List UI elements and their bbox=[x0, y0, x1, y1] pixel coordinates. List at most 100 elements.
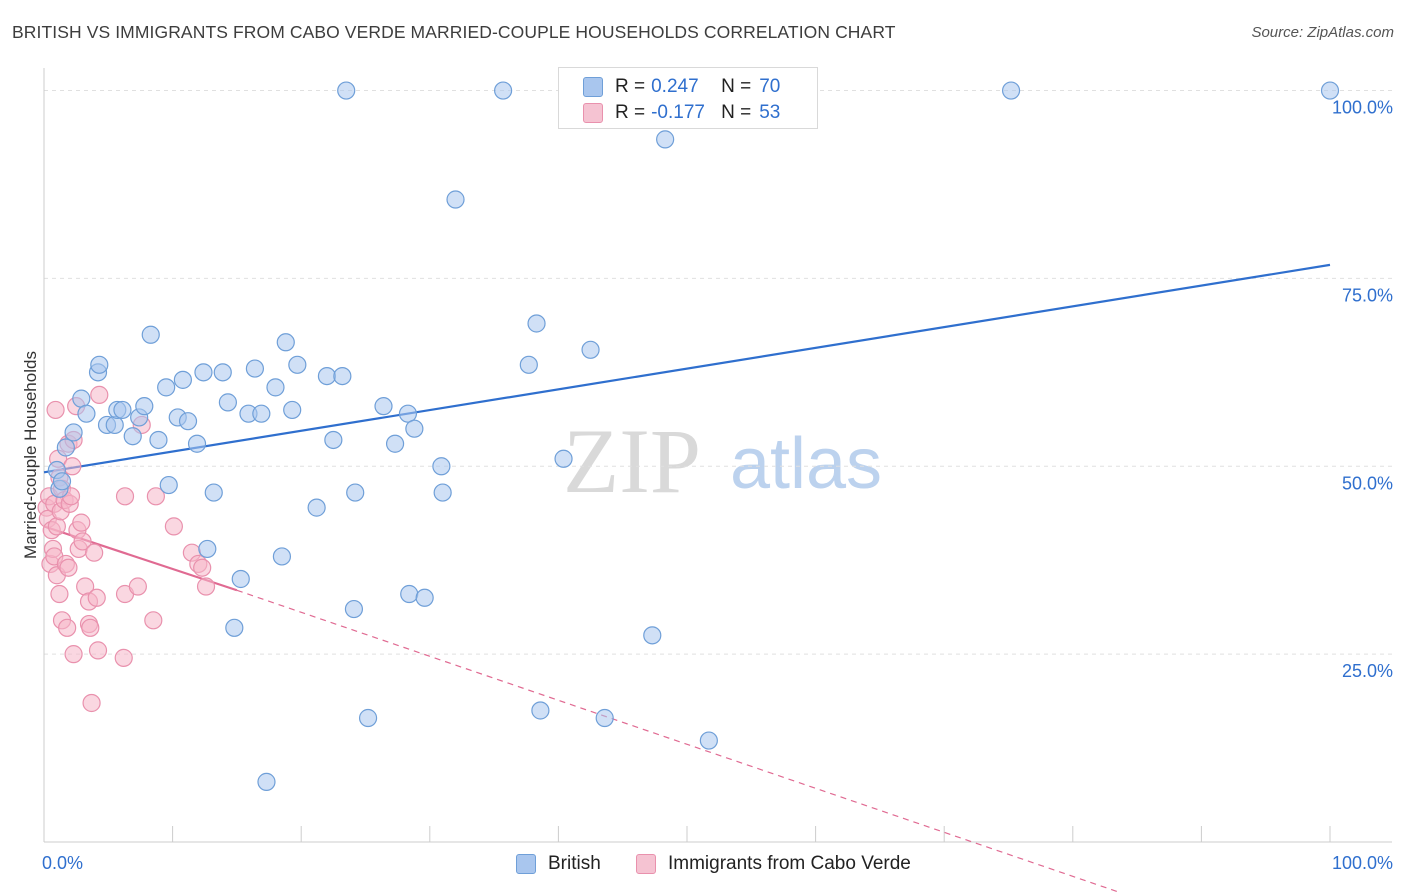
cabo-verde-point bbox=[64, 645, 83, 664]
british-point bbox=[56, 438, 75, 457]
british-point bbox=[245, 359, 265, 378]
cabo-verde-point bbox=[196, 577, 216, 596]
british-point bbox=[405, 419, 424, 438]
british-point bbox=[317, 366, 337, 386]
british-point bbox=[52, 472, 72, 491]
british-point bbox=[324, 430, 343, 450]
british-point bbox=[433, 483, 452, 502]
british-point bbox=[113, 400, 132, 420]
british-point bbox=[141, 325, 160, 344]
cabo-verde-point bbox=[72, 513, 91, 532]
cabo-verde-point bbox=[50, 584, 69, 604]
british-point bbox=[187, 434, 207, 453]
cabo-verde-point bbox=[146, 487, 165, 506]
cabo-verde-point bbox=[90, 385, 109, 404]
cabo-verde-point bbox=[73, 532, 92, 551]
cabo-verde-point bbox=[164, 517, 183, 536]
british-point bbox=[64, 423, 83, 442]
british-point bbox=[77, 404, 96, 423]
british-point bbox=[527, 314, 546, 333]
british-point bbox=[415, 588, 434, 607]
british-point bbox=[346, 483, 365, 502]
british-point bbox=[1320, 81, 1340, 100]
british-point bbox=[272, 547, 292, 566]
x-tick-label-min: 0.0% bbox=[42, 853, 83, 873]
british-point bbox=[157, 378, 176, 397]
cabo-verde-point bbox=[59, 558, 78, 577]
watermark-zip: ZIP bbox=[563, 410, 701, 512]
cabo-verde-point bbox=[82, 693, 101, 713]
british-point bbox=[337, 81, 356, 100]
british-point bbox=[194, 363, 213, 382]
cabo-verde-point bbox=[87, 588, 106, 607]
british-point bbox=[105, 415, 124, 435]
british-n-value: 70 bbox=[759, 76, 781, 97]
british-r-label: R = bbox=[615, 76, 646, 97]
british-point bbox=[519, 355, 538, 374]
british-point bbox=[266, 378, 285, 397]
x-tick-label-max: 100.0% bbox=[1332, 853, 1393, 873]
british-point bbox=[90, 355, 109, 374]
british-point bbox=[1001, 81, 1021, 100]
cabo-verde-point bbox=[193, 558, 212, 577]
british-point bbox=[257, 772, 276, 791]
british-point bbox=[225, 618, 244, 637]
cabo-r-value: -0.177 bbox=[651, 102, 705, 123]
british-point bbox=[398, 404, 418, 423]
cabo-verde-point bbox=[114, 648, 133, 667]
british-point bbox=[581, 340, 600, 359]
cabo-verde-point bbox=[128, 577, 147, 596]
chart-title: BRITISH VS IMMIGRANTS FROM CABO VERDE MA… bbox=[12, 22, 896, 42]
cabo-trend-line-extension bbox=[236, 589, 1121, 892]
british-point bbox=[173, 370, 192, 389]
british-point bbox=[123, 427, 142, 446]
british-r-value: 0.247 bbox=[651, 76, 699, 97]
british-point bbox=[231, 569, 250, 589]
british-point bbox=[159, 475, 178, 495]
legend-cabo-swatch bbox=[636, 854, 656, 874]
legend-item-british[interactable]: British bbox=[516, 852, 601, 876]
british-point bbox=[385, 434, 405, 453]
british-point bbox=[307, 498, 326, 517]
cabo-verde-point bbox=[81, 618, 100, 637]
british-point bbox=[72, 389, 91, 408]
cabo-verde-point bbox=[58, 618, 77, 637]
cabo-verde-point bbox=[144, 611, 163, 630]
cabo-verde-point bbox=[47, 517, 66, 536]
british-point bbox=[149, 430, 168, 450]
british-point bbox=[333, 366, 352, 386]
british-point bbox=[432, 457, 451, 476]
y-tick-label: 25.0% bbox=[1342, 661, 1393, 681]
chart-source: Source: ZipAtlas.com bbox=[1251, 24, 1394, 41]
british-trend-line bbox=[43, 263, 1331, 474]
british-point bbox=[283, 400, 302, 420]
y-tick-label: 75.0% bbox=[1342, 285, 1393, 305]
legend-british-swatch bbox=[516, 854, 536, 874]
british-point bbox=[204, 483, 223, 502]
british-point bbox=[643, 626, 662, 645]
stats-legend: R = 0.247 N = 70 R = -0.177 N = 53 bbox=[558, 67, 818, 129]
british-point bbox=[252, 404, 271, 423]
legend-item-cabo-verde[interactable]: Immigrants from Cabo Verde bbox=[636, 852, 911, 876]
british-point bbox=[374, 397, 393, 416]
british-point bbox=[554, 449, 573, 468]
watermark-atlas: atlas bbox=[730, 424, 882, 504]
british-point bbox=[276, 333, 295, 352]
british-point bbox=[178, 412, 198, 431]
cabo-n-label: N = bbox=[721, 102, 752, 123]
british-point bbox=[494, 81, 513, 100]
british-point bbox=[198, 539, 217, 559]
british-point bbox=[135, 397, 154, 416]
british-point bbox=[218, 393, 237, 412]
y-tick-label: 100.0% bbox=[1332, 98, 1393, 118]
british-point bbox=[656, 130, 675, 149]
stats-legend-row-british: R = 0.247 N = 70 bbox=[583, 75, 780, 99]
cabo-verde-point bbox=[85, 543, 104, 562]
british-n-label: N = bbox=[721, 76, 752, 97]
cabo-n-value: 53 bbox=[759, 102, 781, 123]
legend-cabo-label: Immigrants from Cabo Verde bbox=[668, 853, 911, 874]
british-point bbox=[595, 708, 614, 728]
british-point bbox=[288, 355, 307, 374]
british-point bbox=[699, 731, 718, 750]
